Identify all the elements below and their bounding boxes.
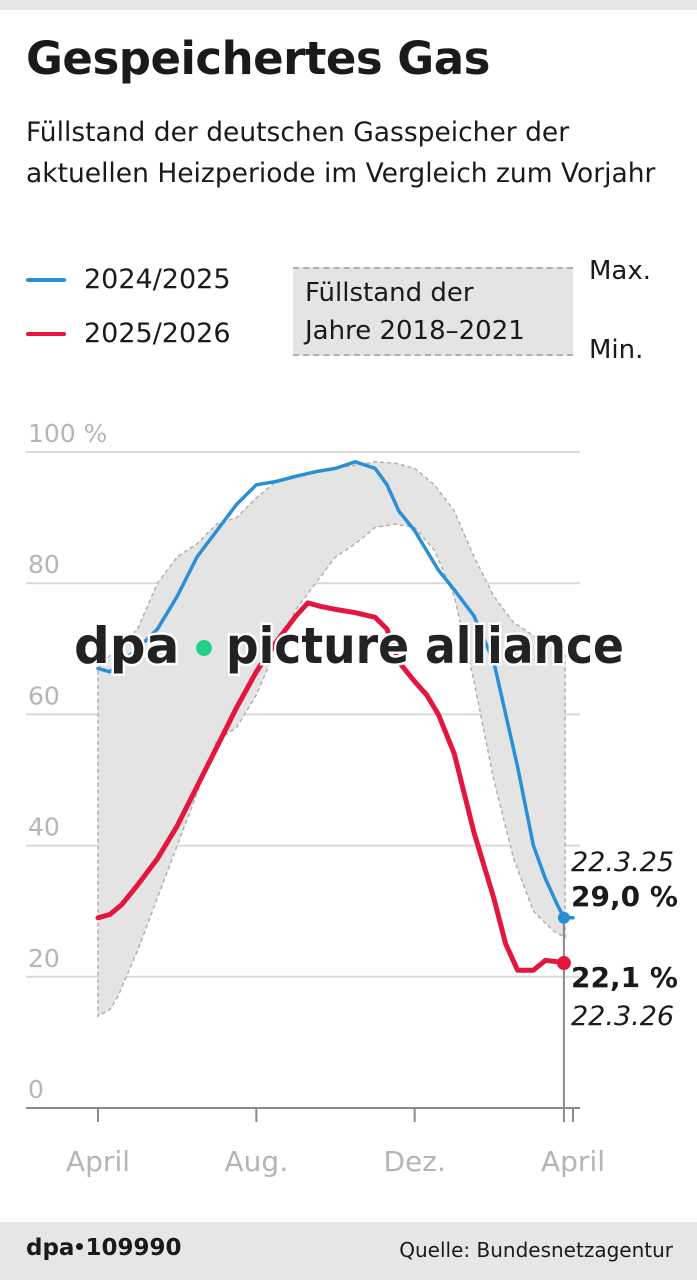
series-line-2025-2026 — [95, 600, 567, 973]
watermark-text-left: dpa — [74, 617, 179, 675]
legend-swatch-2025 — [26, 331, 66, 336]
y-tick-label-60: 60 — [28, 681, 60, 710]
legend-item-2025: 2025/2026 — [26, 318, 231, 349]
y-tick-label-40: 40 — [28, 813, 60, 842]
top-bar — [0, 0, 697, 10]
y-tick-label-0: 0 — [28, 1075, 44, 1104]
chart-subtitle: Füllstand der deutschen Gasspeicher der … — [26, 117, 656, 189]
legend-item-2024: 2024/2025 — [26, 264, 231, 295]
end-date-label-2025: 22.3.26 — [571, 1001, 674, 1032]
legend-range-line2: Jahre 2018–2021 — [305, 316, 525, 346]
legend-swatch-2024 — [26, 277, 66, 282]
legend-range-swatch — [293, 267, 573, 356]
legend-label-2024: 2024/2025 — [84, 264, 231, 295]
footer-bar — [0, 1222, 697, 1280]
footer-source: Quelle: Bundesnetzagentur — [399, 1238, 673, 1262]
watermark-dot-icon — [196, 640, 212, 656]
series-line-2024-2025 — [96, 460, 575, 920]
watermark-text-right: picture alliance — [226, 617, 624, 675]
end-value-label-2024: 29,0 % — [571, 880, 678, 913]
y-tick-label-100: 100 % — [28, 419, 107, 448]
x-tick-label-2: Dez. — [383, 1145, 445, 1178]
x-tick-label-1: Aug. — [225, 1145, 289, 1178]
footer-agency: dpa 109990 — [26, 1235, 181, 1261]
x-tick-label-3: April — [541, 1145, 605, 1178]
legend-min-label: Min. — [589, 335, 644, 365]
chart-title: Gespeichertes Gas — [26, 32, 490, 85]
legend-range-line1: Füllstand der — [305, 278, 474, 308]
footer-agency-number: 109990 — [85, 1235, 182, 1261]
y-tick-label-80: 80 — [28, 550, 60, 579]
x-tick-label-0: April — [66, 1145, 130, 1178]
y-tick-label-20: 20 — [28, 944, 60, 973]
footer-dot-icon — [76, 1243, 84, 1250]
range-band — [97, 461, 566, 1018]
end-date-label-2024: 22.3.25 — [571, 847, 674, 878]
legend-max-label: Max. — [589, 256, 652, 286]
legend-range-label: Füllstand der Jahre 2018–2021 — [305, 274, 525, 350]
legend-label-2025: 2025/2026 — [84, 318, 231, 349]
marker-2025-end — [556, 956, 571, 971]
footer-agency-prefix: dpa — [26, 1235, 75, 1261]
end-value-label-2025: 22,1 % — [571, 961, 678, 994]
marker-2024-end — [557, 911, 570, 924]
